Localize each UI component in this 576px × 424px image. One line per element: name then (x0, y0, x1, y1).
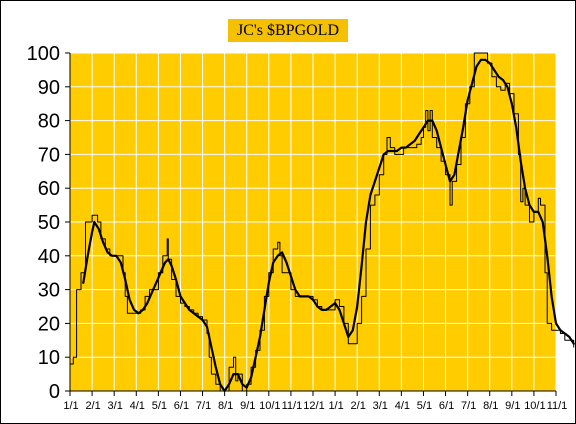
y-tick-label: 90 (38, 77, 60, 99)
x-tick-label: 1/1 (328, 400, 343, 412)
x-tick-label: 5/1 (417, 400, 432, 412)
x-tick-label: 11/1 (547, 400, 568, 412)
x-tick-label: 1/1 (63, 400, 78, 412)
y-tick-label: 30 (38, 280, 60, 302)
y-tick-label: 40 (38, 246, 60, 268)
x-tick-label: 2/1 (351, 400, 366, 412)
x-tick-label: 9/1 (240, 400, 255, 412)
y-tick-label: 60 (38, 178, 60, 200)
y-axis-ticks: 0 10 20 30 40 50 60 70 80 90 100 (27, 43, 70, 403)
series-group (69, 52, 575, 393)
y-tick-label: 50 (38, 212, 60, 234)
x-axis-ticks: 1/1 2/1 3/1 4/1 5/1 6/1 7/1 8/1 9/1 10/1 11/1 12/1 1… (63, 391, 567, 412)
x-tick-label: 6/1 (439, 400, 454, 412)
x-tick-label: 7/1 (461, 400, 476, 412)
x-tick-label: 5/1 (152, 400, 167, 412)
x-tick-label: 4/1 (395, 400, 410, 412)
series-line-thick (82, 58, 575, 393)
x-tick-label: 7/1 (196, 400, 211, 412)
x-tick-label: 8/1 (483, 400, 498, 412)
x-tick-label: 4/1 (130, 400, 145, 412)
y-tick-label: 0 (49, 381, 60, 403)
x-tick-label: 10/1 (524, 400, 545, 412)
x-tick-label: 3/1 (373, 400, 388, 412)
y-tick-label: 100 (27, 43, 60, 65)
x-tick-label: 12/1 (303, 400, 324, 412)
x-tick-label: 6/1 (174, 400, 189, 412)
x-tick-label: 9/1 (505, 400, 520, 412)
y-tick-label: 70 (38, 144, 60, 166)
x-tick-label: 10/1 (259, 400, 280, 412)
y-tick-label: 80 (38, 111, 60, 133)
x-tick-label: 2/1 (85, 400, 100, 412)
x-tick-label: 8/1 (218, 400, 233, 412)
y-tick-label: 20 (38, 313, 60, 335)
y-tick-label: 10 (38, 347, 60, 369)
x-tick-label: 11/1 (282, 400, 303, 412)
chart-title: JC's $BPGOLD (228, 19, 348, 42)
x-tick-label: 3/1 (108, 400, 123, 412)
grid-lines (70, 52, 557, 391)
